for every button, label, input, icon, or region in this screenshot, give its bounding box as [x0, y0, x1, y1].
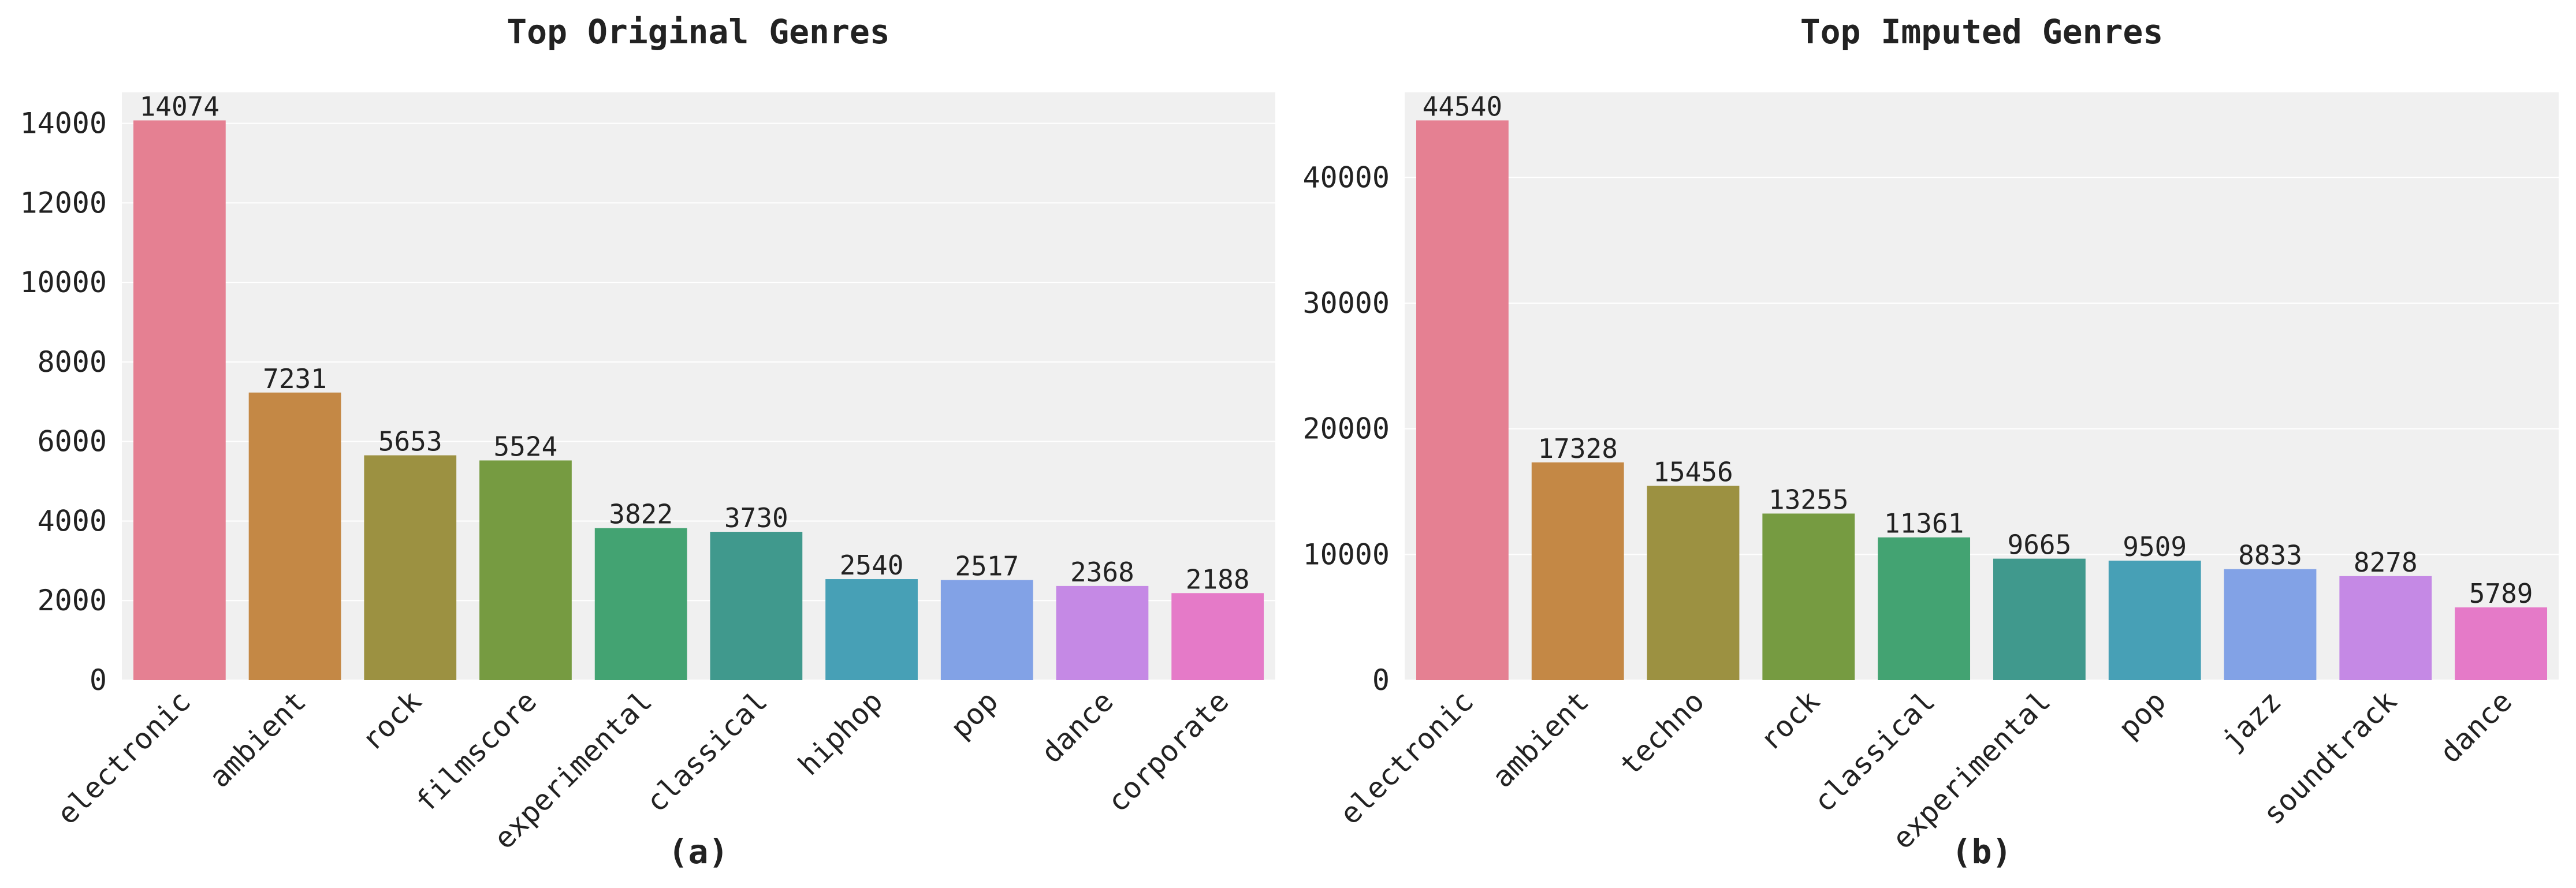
original-ytick-label: 10000 — [20, 266, 107, 299]
imputed-genres-panel: 0 10000 20000 30000 40000 44540 electronic 1732… — [1302, 12, 2559, 871]
original-xtick-label: hiphop — [792, 684, 889, 782]
imputed-xtick-label: dance — [2433, 684, 2518, 769]
original-panel-label: (a) — [668, 832, 729, 871]
imputed-ytick-label: 40000 — [1302, 161, 1390, 194]
original-bar-hiphop — [825, 579, 918, 680]
imputed-data-label: 9509 — [2123, 531, 2187, 562]
original-ytick-label: 14000 — [20, 107, 107, 140]
imputed-bar-techno — [1647, 486, 1740, 680]
imputed-xtick-label: rock — [1754, 684, 1826, 757]
original-xtick-label: pop — [944, 684, 1004, 745]
original-ytick-label: 6000 — [38, 425, 107, 458]
imputed-data-label: 8278 — [2354, 547, 2418, 578]
imputed-ytick-label: 20000 — [1302, 412, 1390, 446]
original-ytick-label: 4000 — [38, 504, 107, 538]
imputed-data-label: 5789 — [2469, 578, 2533, 609]
original-data-label: 3822 — [609, 499, 673, 530]
imputed-bar-electronic — [1416, 120, 1509, 680]
original-bar-corporate — [1171, 593, 1264, 680]
original-ytick-label: 8000 — [38, 345, 107, 379]
original-xtick-label: classical — [639, 684, 774, 819]
original-xtick-label: electronic — [50, 684, 197, 831]
original-data-label: 5653 — [378, 426, 442, 457]
imputed-data-label: 11361 — [1884, 508, 1964, 539]
original-data-label: 14074 — [140, 91, 219, 122]
original-bar-pop — [940, 580, 1033, 680]
original-ytick-label: 0 — [90, 663, 107, 697]
imputed-data-label: 13255 — [1769, 484, 1848, 515]
imputed-data-label: 44540 — [1423, 91, 1502, 122]
imputed-bar-experimental — [1993, 558, 2086, 680]
imputed-data-label: 9665 — [2008, 529, 2072, 561]
original-xtick-label: dance — [1034, 684, 1119, 769]
original-bar-dance — [1056, 585, 1149, 680]
imputed-data-label: 17328 — [1538, 433, 1617, 464]
imputed-xtick-label: electronic — [1334, 684, 1480, 831]
imputed-bar-rock — [1762, 513, 1855, 680]
imputed-bar-classical — [1878, 537, 1971, 680]
imputed-chart-title: Top Imputed Genres — [1800, 12, 2164, 51]
original-xtick-label: corporate — [1101, 684, 1235, 819]
original-data-label: 2368 — [1070, 557, 1134, 588]
original-data-label: 2517 — [955, 551, 1019, 582]
imputed-ytick-label: 10000 — [1302, 538, 1390, 571]
imputed-bar-jazz — [2224, 569, 2317, 680]
imputed-xtick-label: pop — [2112, 684, 2172, 745]
imputed-data-label: 15456 — [1653, 457, 1733, 488]
imputed-bar-dance — [2455, 607, 2548, 680]
imputed-xtick-label: jazz — [2215, 684, 2288, 757]
original-data-label: 2188 — [1186, 564, 1250, 595]
imputed-ytick-label: 0 — [1372, 663, 1390, 697]
imputed-panel-label: (b) — [1952, 832, 2012, 871]
original-data-label: 2540 — [840, 550, 904, 581]
original-xtick-label: rock — [355, 684, 428, 757]
original-bar-ambient — [248, 392, 341, 680]
original-ytick-label: 2000 — [38, 584, 107, 617]
imputed-ytick-label: 30000 — [1302, 286, 1390, 320]
imputed-bar-soundtrack — [2339, 576, 2432, 680]
imputed-bar-pop — [2108, 561, 2201, 680]
original-chart-title: Top Original Genres — [507, 12, 889, 51]
original-bar-rock — [364, 455, 457, 680]
original-data-label: 5524 — [494, 431, 558, 462]
original-genres-panel: 0 2000 4000 6000 8000 10000 12000 14000 14074 ele… — [20, 12, 1275, 871]
imputed-bar-ambient — [1531, 462, 1624, 680]
original-bar-experimental — [594, 528, 687, 680]
original-data-label: 3730 — [724, 502, 788, 533]
original-bar-classical — [710, 532, 803, 680]
original-data-label: 7231 — [263, 363, 327, 394]
original-bar-filmscore — [479, 460, 572, 680]
original-xtick-label: ambient — [203, 684, 312, 794]
imputed-xtick-label: techno — [1613, 684, 1711, 782]
imputed-xtick-label: ambient — [1486, 684, 1595, 794]
original-ytick-label: 12000 — [20, 186, 107, 219]
original-bar-electronic — [133, 120, 226, 681]
imputed-data-label: 8833 — [2238, 540, 2302, 571]
